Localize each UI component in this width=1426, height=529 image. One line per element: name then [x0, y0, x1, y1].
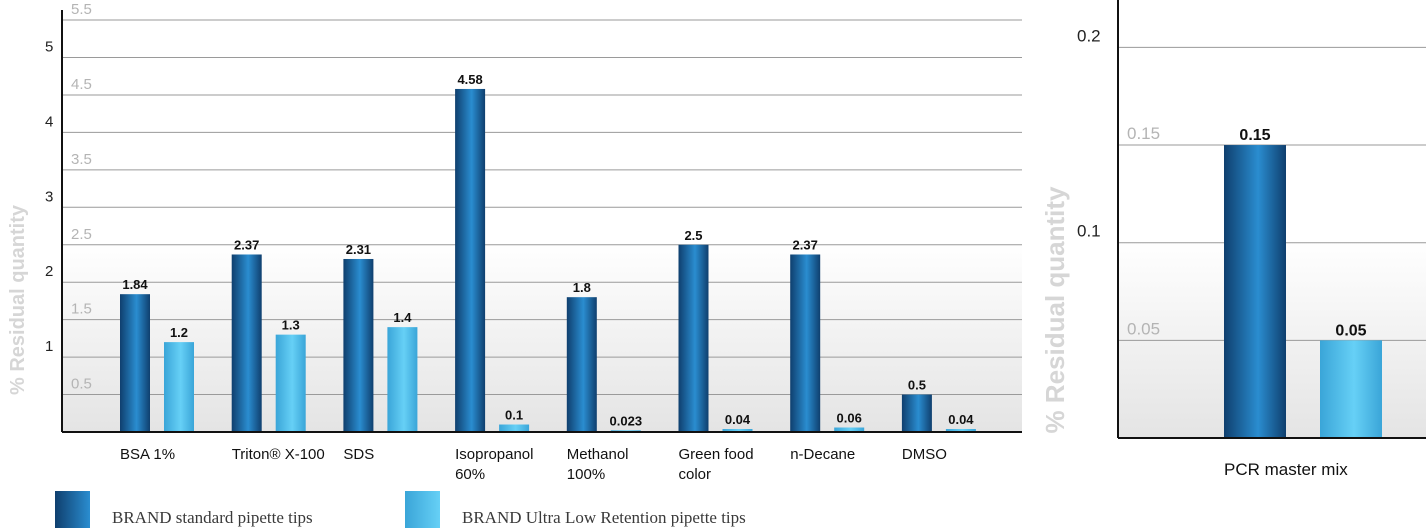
bar-ulr: [499, 424, 530, 432]
bar-standard: [1224, 145, 1286, 439]
chart-panel-2: 0.2 0.1 0.15 0.05 % Residual quantity 0.15 0.0…: [1040, 0, 1426, 479]
legend-item-ulr: BRAND Ultra Low Retention pipette tips: [405, 488, 746, 528]
y-tick-label: 2: [45, 263, 53, 280]
bar-ulr: [945, 429, 976, 432]
legend-label-ulr: BRAND Ultra Low Retention pipette tips: [462, 508, 746, 527]
data-label: 2.37: [793, 237, 818, 252]
data-label: 0.023: [610, 413, 643, 428]
bar-ulr: [722, 429, 753, 432]
category-label: Green food color: [679, 446, 754, 483]
bar-ulr: [275, 334, 306, 432]
category-label: Methanol 100%: [567, 446, 629, 483]
data-label: 0.04: [725, 412, 751, 427]
bar-standard: [901, 394, 932, 432]
data-label: 0.05: [1335, 322, 1366, 339]
y-tick-label: 0.1: [1077, 222, 1101, 241]
bar-standard: [678, 244, 709, 432]
data-label: 1.4: [393, 310, 412, 325]
category-label: SDS: [343, 446, 374, 463]
category-label: BSA 1%: [120, 446, 175, 463]
y-minor-tick-label: 0.05: [1127, 319, 1160, 338]
category-label: Triton® X-100: [232, 446, 325, 463]
y-axis-label: % Residual quantity: [1040, 186, 1070, 434]
y-minor-tick-label: 4.5: [71, 76, 92, 93]
y-tick-label: 0.2: [1077, 26, 1101, 45]
data-label: 0.15: [1239, 127, 1270, 144]
category-label: PCR master mix: [1224, 460, 1348, 479]
category-label: Isopropanol 60%: [455, 446, 533, 483]
bar-ulr: [387, 327, 418, 432]
data-label: 2.5: [684, 228, 702, 243]
bar-ulr: [834, 427, 865, 432]
data-label: 2.37: [234, 237, 259, 252]
y-tick-label: 4: [45, 113, 53, 130]
data-label: 1.2: [170, 325, 188, 340]
bar-standard: [231, 254, 262, 432]
data-label: 1.8: [573, 280, 591, 295]
bar-ulr: [1320, 340, 1382, 438]
chart-panel-1: 5 4 3 2 1 5.5 4.5 3.5 2.5 1.5 0.5 % Residual quanti…: [7, 1, 1022, 483]
y-minor-tick-label: 5.5: [71, 1, 92, 18]
bar-standard: [566, 297, 597, 432]
y-axis-label: % Residual quantity: [7, 204, 29, 395]
data-label: 0.1: [505, 408, 523, 423]
y-minor-tick-label: 0.5: [71, 376, 92, 393]
data-label: 4.58: [457, 72, 482, 87]
y-minor-tick-label: 0.15: [1127, 124, 1160, 143]
data-label: 0.04: [948, 412, 974, 427]
legend-swatch-ulr: [405, 491, 440, 528]
bar-standard: [343, 258, 374, 432]
legend-swatch-standard: [55, 491, 90, 528]
y-minor-tick-label: 2.5: [71, 226, 92, 243]
plot-background: [62, 10, 1022, 432]
bar-ulr: [164, 342, 194, 432]
y-tick-label: 5: [45, 39, 53, 56]
data-label: 1.3: [282, 318, 300, 333]
bar-standard: [790, 254, 821, 432]
y-minor-tick-label: 1.5: [71, 301, 92, 318]
bar-standard: [120, 294, 150, 432]
data-label: 0.5: [908, 378, 926, 393]
bar-standard: [455, 88, 486, 432]
data-label: 2.31: [346, 242, 371, 257]
data-label: 1.84: [122, 277, 148, 292]
data-label: 0.06: [837, 411, 862, 426]
category-label: n-Decane: [790, 446, 855, 463]
category-label: DMSO: [902, 446, 947, 463]
legend-item-standard: BRAND standard pipette tips: [55, 488, 313, 528]
y-tick-label: 3: [45, 188, 53, 205]
legend-label-standard: BRAND standard pipette tips: [112, 508, 313, 527]
y-tick-label: 1: [45, 338, 53, 355]
y-minor-tick-label: 3.5: [71, 151, 92, 168]
